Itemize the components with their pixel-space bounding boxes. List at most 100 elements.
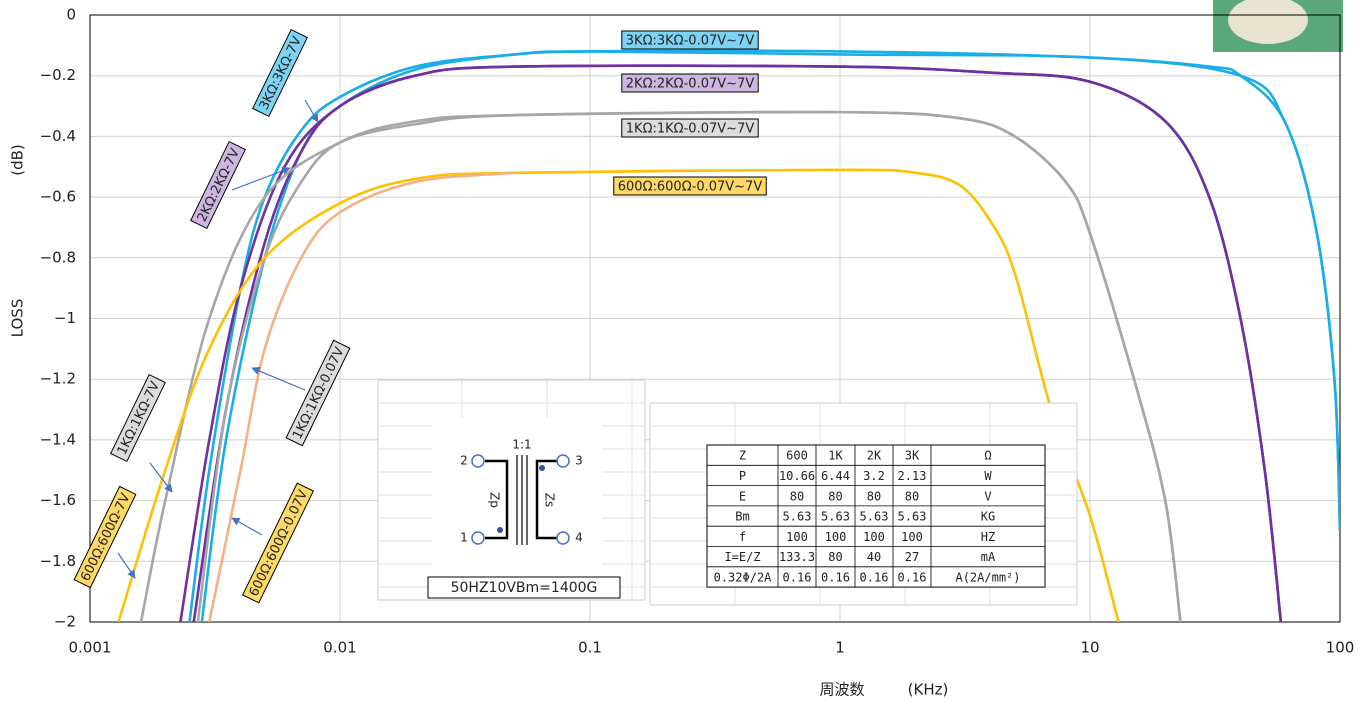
table-cell: mA: [981, 550, 996, 564]
y-tick-label: −1.8: [40, 552, 76, 570]
y-tick-label: −0.4: [40, 127, 76, 145]
table-cell: 5.63: [898, 510, 927, 524]
series-line: [117, 168, 1120, 622]
annotation-arrow: [251, 367, 306, 391]
annotation-text: 2KΩ:2KΩ-7V: [195, 146, 243, 224]
dot: [539, 465, 545, 471]
dot: [497, 527, 503, 533]
x-tick-label: 0.1: [578, 639, 602, 657]
annotation-text: 3KΩ:3KΩ-0.07V~7V: [626, 34, 755, 49]
annotation-box: [110, 373, 166, 463]
note: 50HZ10VBm=1400G: [451, 580, 598, 596]
annotation-text: 2KΩ:2KΩ-0.07V~7V: [626, 77, 755, 92]
y-tick-label: −0.8: [40, 248, 76, 266]
table-cell: 100: [825, 530, 847, 544]
plot-frame: [89, 14, 1341, 623]
y-tick-label: 0: [66, 6, 76, 24]
y-tick-label: −2: [54, 613, 76, 631]
y-tick-label: −0.6: [40, 188, 76, 206]
y-tick-label: −1.2: [40, 370, 76, 388]
table-cell: Bm: [735, 510, 749, 524]
table-bg: [706, 444, 1046, 588]
table-cell: V: [984, 489, 991, 503]
pin: [556, 454, 570, 468]
pin: [556, 531, 570, 545]
annotation-text: 1KΩ:1KΩ-0.07V~7V: [626, 122, 755, 137]
annotation-text: 600Ω:600Ω-7V: [78, 491, 133, 584]
annotation-box: [285, 339, 351, 447]
x-tick-label: 0.001: [69, 639, 112, 657]
y-tick-label: −1: [54, 309, 76, 327]
series-line: [192, 64, 1283, 622]
table-cell: KG: [981, 510, 995, 524]
table-cell: 100: [863, 530, 885, 544]
table-cell: P: [739, 469, 746, 483]
y-tick-label: −0.2: [40, 66, 76, 84]
x-tick-label: 10: [1080, 639, 1099, 657]
annotation-text: 1KΩ:1KΩ-7V: [115, 379, 163, 457]
table-cell: 5.63: [783, 510, 812, 524]
y-tick-label: −1.6: [40, 491, 76, 509]
x-tick-label: 1: [835, 639, 845, 657]
table-cell: 5.63: [821, 510, 850, 524]
table-cell: W: [984, 469, 992, 483]
table: Z 600 1K 2K 3K Ω P 10.66 6.44 3.2 2.13 W E 80 80 80 80 V B…: [706, 444, 1046, 588]
table-cell: Z: [739, 449, 746, 463]
y-tick-label: −1.4: [40, 430, 76, 448]
note-box: [427, 576, 621, 599]
table-cell: A(2A/mm²): [955, 570, 1020, 584]
table-cell: 600: [786, 449, 808, 463]
table-cell: 27: [905, 550, 919, 564]
table-cell: 2.13: [898, 469, 927, 483]
table-cell: 100: [901, 530, 923, 544]
table-cell: 80: [867, 489, 881, 503]
annotation-box: [621, 30, 759, 50]
pin: [471, 454, 485, 468]
pin-label: 1: [460, 531, 468, 545]
annotation-arrow: [117, 552, 136, 579]
table-cell: 0.32Φ/2A: [714, 570, 773, 584]
primary-label: Zp: [488, 492, 502, 508]
table-cell: 0.16: [783, 570, 812, 584]
pin-label: 4: [575, 531, 583, 545]
table-cell: 3K: [905, 449, 920, 463]
table-cell: 5.63: [860, 510, 889, 524]
y-axis-unit: (dB): [9, 144, 27, 176]
annotation-text: 3KΩ:3KΩ-7V: [257, 34, 305, 112]
photo-object: [1228, 0, 1308, 44]
table-cell: 2K: [867, 449, 882, 463]
table-cell: 3.2: [863, 469, 885, 483]
annotation: 600Ω:600Ω-0.07V~7V: [613, 176, 767, 196]
annotation-text: 600Ω:600Ω-0.07V~7V: [618, 180, 763, 195]
table-cell: 80: [828, 550, 842, 564]
table-cell: 100: [786, 530, 808, 544]
annotation-box: [613, 176, 767, 196]
table-cell: Ω: [984, 449, 991, 463]
table-cell: E: [739, 489, 746, 503]
annotation-arrow: [231, 517, 263, 536]
annotation-arrow: [149, 462, 173, 493]
annotation-arrow: [231, 166, 291, 191]
annotation: 600Ω:600Ω-7V: [73, 485, 137, 589]
annotation-box: [621, 73, 759, 93]
table-cell: f: [739, 530, 746, 544]
annotation: 3KΩ:3KΩ-0.07V~7V: [621, 30, 759, 50]
table-cell: 10.66: [779, 469, 815, 483]
annotation: 2KΩ:2KΩ-0.07V~7V: [621, 73, 759, 93]
table-cell: 80: [790, 489, 804, 503]
secondary-winding: [535, 459, 557, 540]
table-cell: 0.16: [860, 570, 889, 584]
table-cell: I=E/Z: [724, 550, 760, 564]
annotation: 1KΩ:1KΩ-0.07V~7V: [621, 118, 759, 138]
annotation-text: 600Ω:600Ω-0.07V: [247, 488, 312, 599]
annotation-text: 1KΩ:1KΩ-0.07V: [290, 345, 348, 442]
annotation-arrow: [304, 99, 319, 123]
ratio-label: 1:1: [512, 438, 531, 452]
annotation-box: [190, 140, 246, 230]
pin-label: 3: [575, 454, 583, 468]
annotation: 3KΩ:3KΩ-7V: [252, 28, 308, 118]
annotation: 2KΩ:2KΩ-7V: [190, 140, 246, 230]
annotation-box: [73, 485, 137, 589]
annotation-box: [621, 118, 759, 138]
